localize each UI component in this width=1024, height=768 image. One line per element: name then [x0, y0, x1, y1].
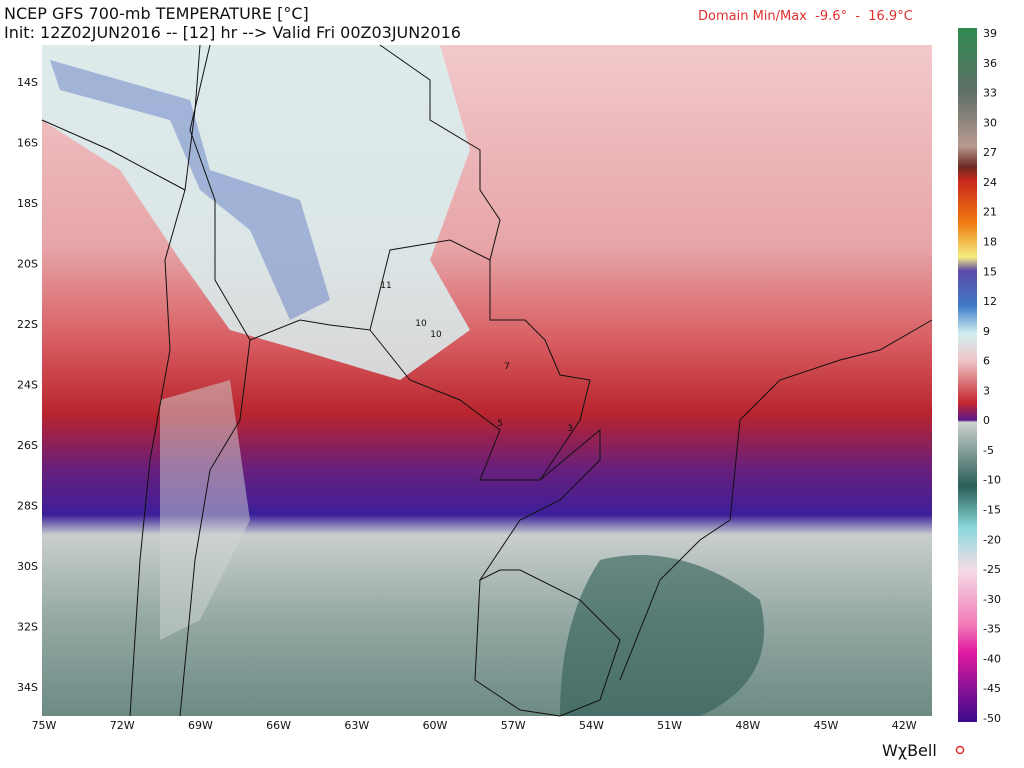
- colorbar-label: -5: [983, 444, 994, 457]
- colorbar-label: -15: [983, 504, 1001, 517]
- colorbar-label: -40: [983, 652, 1001, 665]
- lat-label: 20S: [17, 258, 38, 271]
- contour-label: 7: [504, 362, 510, 372]
- lat-label: 32S: [17, 621, 38, 634]
- colorbar-label: -30: [983, 593, 1001, 606]
- cold-pocket: [50, 60, 330, 320]
- colorbar-label: -50: [983, 712, 1001, 725]
- lon-label: 66W: [266, 719, 291, 732]
- colorbar-label: 6: [983, 355, 990, 368]
- lat-label: 26S: [17, 439, 38, 452]
- colorbar-label: 39: [983, 27, 997, 40]
- init-line: Init: 12Z02JUN2016 -- [12] hr --> Valid …: [4, 23, 461, 42]
- colorbar-label: -20: [983, 533, 1001, 546]
- colorbar-label: 0: [983, 414, 990, 427]
- cold-core: [560, 555, 764, 716]
- lat-label: 34S: [17, 681, 38, 694]
- lat-label: 22S: [17, 318, 38, 331]
- lon-label: 54W: [579, 719, 604, 732]
- lon-label: 57W: [501, 719, 526, 732]
- colorbar-label: 24: [983, 176, 997, 189]
- andes-band: [160, 380, 250, 640]
- title: NCEP GFS 700-mb TEMPERATURE [°C]: [4, 4, 309, 23]
- brand-dot: [955, 745, 965, 755]
- contour-label: 10: [430, 330, 442, 340]
- lon-label: 60W: [423, 719, 448, 732]
- lat-label: 18S: [17, 197, 38, 210]
- colorbar-label: -25: [983, 563, 1001, 576]
- lat-label: 14S: [17, 76, 38, 89]
- colorbar-label: 36: [983, 57, 997, 70]
- borders: [41, 44, 933, 717]
- colorbar-label: -45: [983, 682, 1001, 695]
- colorbar-label: 9: [983, 325, 990, 338]
- lon-label: 51W: [657, 719, 682, 732]
- contour-label: 10: [415, 319, 427, 329]
- colorbar-label: 3: [983, 384, 990, 397]
- colorbar-label: 30: [983, 116, 997, 129]
- lon-label: 69W: [188, 719, 213, 732]
- brand: WχBell: [882, 741, 937, 760]
- lat-label: 24S: [17, 379, 38, 392]
- colorbar: [958, 28, 977, 722]
- contour-label: 5: [497, 419, 503, 429]
- lon-label: 63W: [344, 719, 369, 732]
- colorbar-label: 21: [983, 206, 997, 219]
- colorbar-label: 33: [983, 87, 997, 100]
- contour-label: 3: [567, 424, 573, 434]
- colorbar-label: -35: [983, 623, 1001, 636]
- lon-label: 45W: [814, 719, 839, 732]
- lat-label: 16S: [17, 137, 38, 150]
- colorbar-label: 15: [983, 265, 997, 278]
- contour-label: 11: [380, 281, 391, 291]
- colorbar-label: -10: [983, 474, 1001, 487]
- colorbar-label: 18: [983, 235, 997, 248]
- lon-label: 75W: [32, 719, 57, 732]
- lon-label: 48W: [735, 719, 760, 732]
- map: [41, 44, 933, 717]
- domain-minmax: Domain Min/Max -9.6° - 16.9°C: [698, 9, 913, 24]
- colorbar-label: 12: [983, 295, 997, 308]
- colorbar-label: 27: [983, 146, 997, 159]
- lon-label: 42W: [892, 719, 917, 732]
- lat-label: 30S: [17, 560, 38, 573]
- lat-label: 28S: [17, 500, 38, 513]
- lon-label: 72W: [110, 719, 135, 732]
